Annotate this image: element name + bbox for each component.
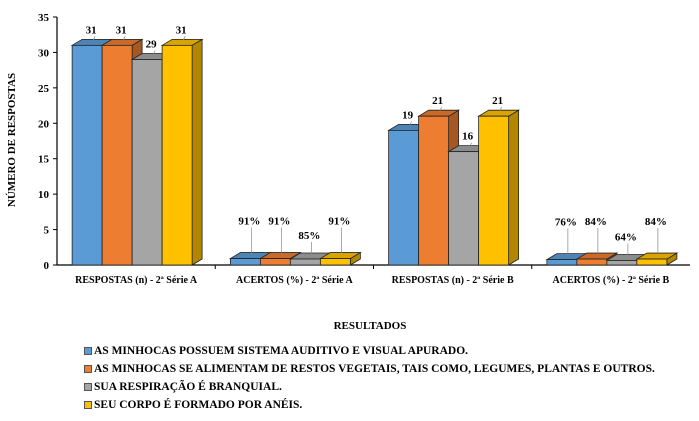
legend: AS MINHOCAS POSSUEM SISTEMA AUDITIVO E V…	[84, 342, 655, 414]
y-tick-label: 25	[38, 83, 50, 95]
bar	[418, 115, 450, 266]
legend-swatch	[84, 401, 92, 409]
data-label: 21	[432, 95, 443, 107]
bar	[71, 44, 103, 266]
data-label-leader	[409, 121, 412, 126]
bar	[546, 259, 578, 266]
y-tick-label: 10	[38, 189, 50, 201]
bar	[229, 258, 261, 266]
x-axis-label: RESULTADOS	[334, 320, 407, 332]
data-label: 31	[116, 24, 127, 36]
y-tick-label: 20	[38, 118, 50, 130]
legend-item: AS MINHOCAS POSSUEM SISTEMA AUDITIVO E V…	[84, 342, 655, 360]
data-label: 19	[402, 109, 414, 121]
data-label-leader	[439, 107, 442, 112]
legend-label: SUA RESPIRAÇÃO É BRANQUIAL.	[94, 381, 282, 393]
data-label: 21	[492, 95, 503, 107]
data-label-leader	[152, 50, 156, 55]
y-tick-label: 15	[38, 154, 50, 166]
data-label-leader	[92, 36, 96, 41]
legend-swatch	[84, 383, 92, 391]
data-label: 29	[146, 39, 158, 51]
y-axis-label: NÚMERO DE RESPOSTAS	[6, 73, 18, 207]
bar	[636, 258, 668, 266]
x-tick-label: ACERTOS (%) - 2ª Série B	[553, 275, 670, 286]
data-label: 31	[86, 24, 97, 36]
data-label: 76%	[555, 217, 577, 229]
data-label: 84%	[585, 216, 607, 228]
legend-label: SEU CORPO É FORMADO POR ANÉIS.	[94, 399, 303, 411]
y-tick-label: 30	[38, 47, 50, 59]
x-tick-label: RESPOSTAS (n) - 2ª Série B	[392, 275, 514, 286]
data-label-leader	[469, 142, 472, 147]
data-label: 91%	[238, 216, 260, 228]
data-label: 84%	[645, 216, 667, 228]
y-tick-label: 0	[44, 260, 50, 272]
legend-item: AS MINHOCAS SE ALIMENTAM DE RESTOS VEGET…	[84, 360, 655, 378]
bar	[289, 258, 321, 266]
bar	[606, 260, 638, 266]
bar	[576, 258, 608, 266]
bar	[101, 44, 133, 266]
bar	[259, 258, 291, 266]
data-label: 91%	[328, 216, 350, 228]
data-label-leader	[182, 36, 186, 41]
data-label-leader	[122, 36, 126, 41]
y-tick-label: 35	[38, 12, 50, 24]
bar	[319, 258, 351, 266]
x-tick-label: ACERTOS (%) - 2ª Série A	[236, 275, 353, 286]
x-tick-label: RESPOSTAS (n) - 2ª Série A	[75, 275, 198, 286]
data-label: 64%	[615, 231, 637, 243]
data-label: 91%	[268, 216, 290, 228]
legend-swatch	[84, 365, 92, 373]
legend-swatch	[84, 347, 92, 355]
data-label: 85%	[298, 230, 320, 242]
bar	[478, 115, 510, 266]
data-label: 16	[462, 131, 474, 143]
data-label: 31	[176, 24, 187, 36]
y-tick-label: 5	[44, 225, 50, 237]
bar	[448, 151, 480, 266]
bar	[161, 44, 193, 266]
legend-item: SEU CORPO É FORMADO POR ANÉIS.	[84, 396, 655, 414]
plot-area: 0 5 10 15 20 25 30 35 31 31 29 31 RESPOSTAS (n) - 2ª…	[38, 12, 690, 286]
bar-side	[191, 38, 203, 266]
data-label-leader	[499, 107, 502, 112]
bar	[388, 129, 420, 266]
bar	[131, 59, 163, 266]
legend-label: AS MINHOCAS POSSUEM SISTEMA AUDITIVO E V…	[94, 345, 469, 357]
legend-item: SUA RESPIRAÇÃO É BRANQUIAL.	[84, 378, 655, 396]
legend-label: AS MINHOCAS SE ALIMENTAM DE RESTOS VEGET…	[94, 363, 655, 375]
bar-side	[508, 109, 520, 266]
